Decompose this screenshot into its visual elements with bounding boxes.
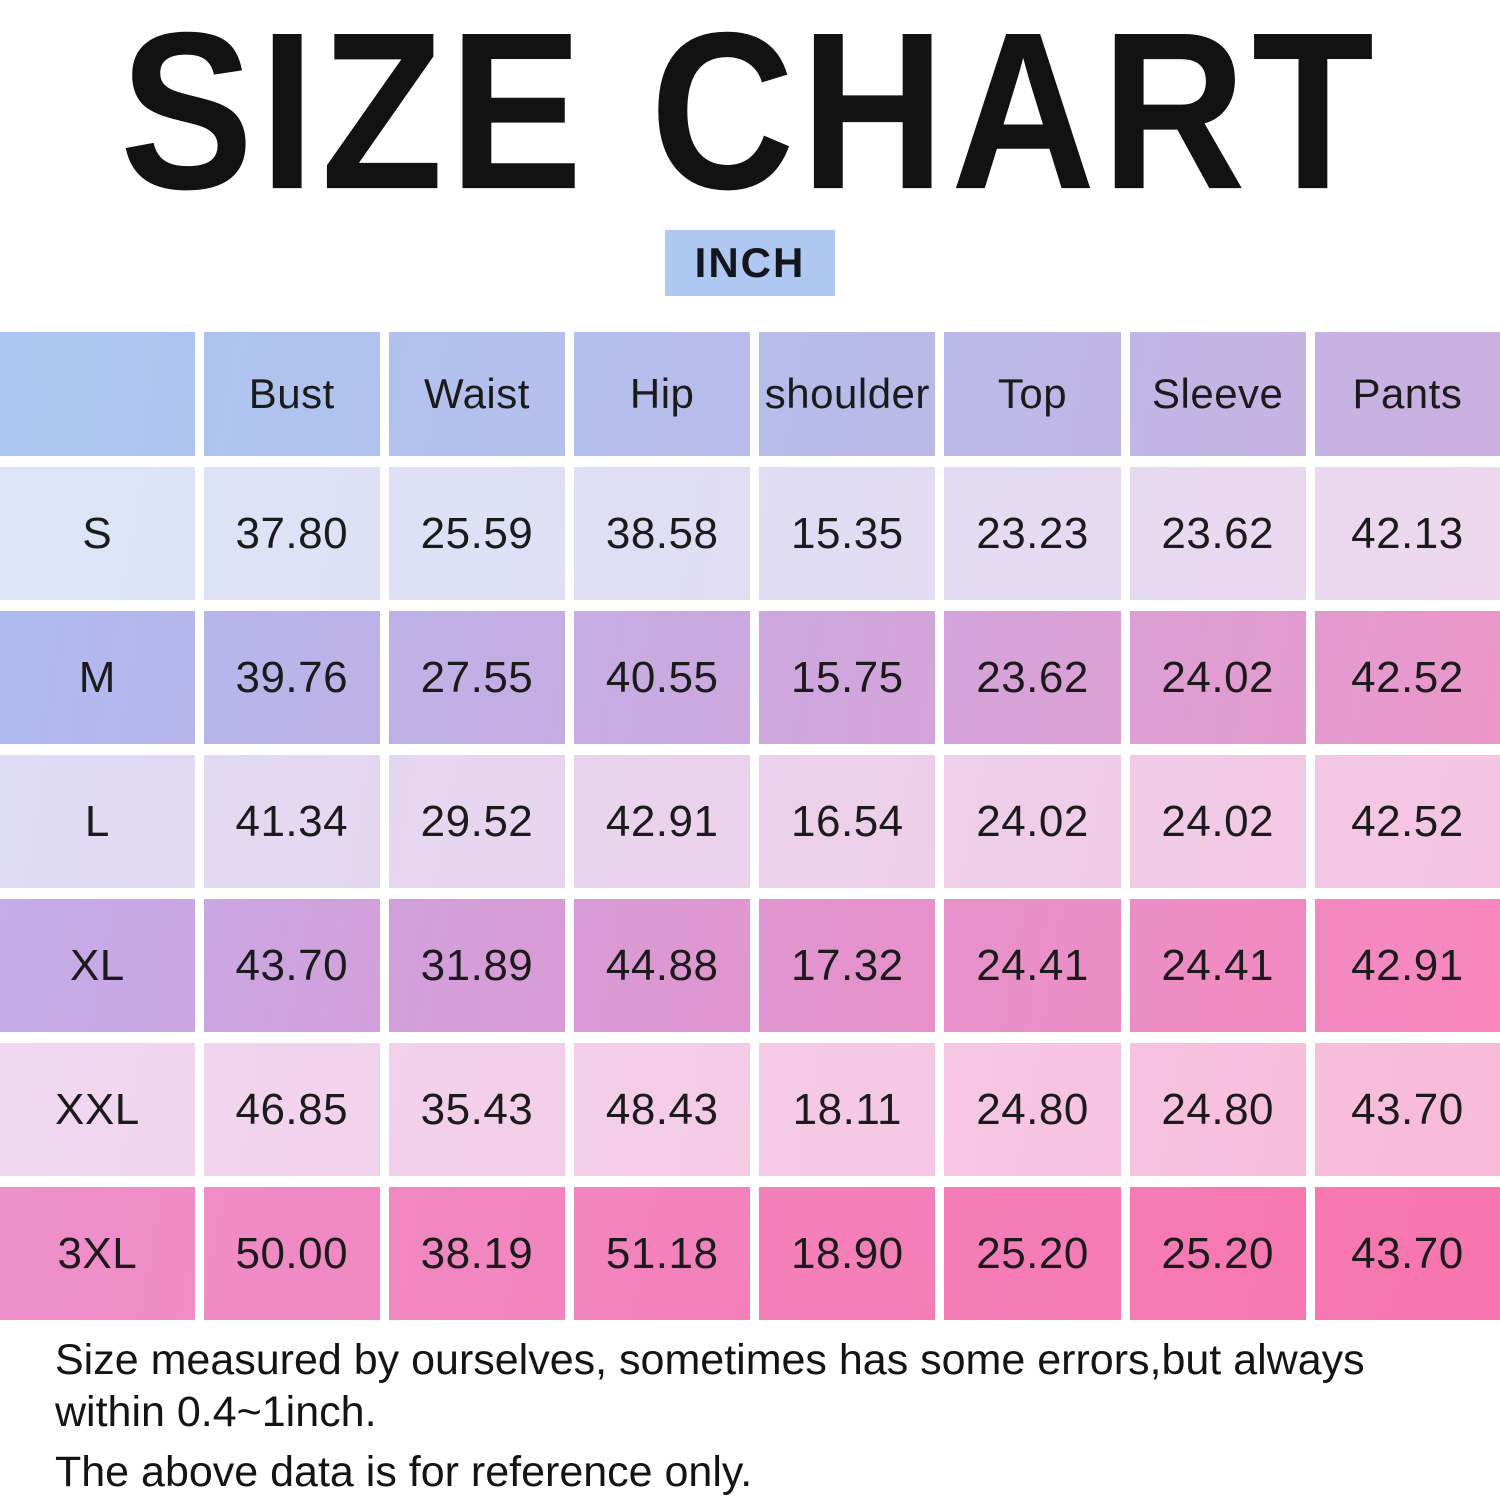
value-cell: 15.35 <box>759 467 945 600</box>
column-header: Hip <box>574 332 760 456</box>
value-cell: 51.18 <box>574 1187 760 1320</box>
size-label-cell: M <box>0 611 204 744</box>
value-cell: 43.70 <box>204 899 389 1032</box>
value-cell: 42.13 <box>1351 508 1464 558</box>
value-cell: 31.89 <box>389 899 575 1032</box>
value-cell: 17.32 <box>759 899 945 1032</box>
value-cell: 18.11 <box>759 1043 945 1176</box>
unit-badge: INCH <box>664 230 836 296</box>
value-cell: 38.19 <box>389 1187 575 1320</box>
value-cell: 18.90 <box>759 1187 945 1320</box>
value-cell: 29.52 <box>389 755 575 888</box>
value-cell: 42.52 <box>1351 652 1464 702</box>
value-cell: 39.76 <box>204 611 389 744</box>
size-label-cell: 3XL <box>0 1187 204 1320</box>
column-header: Waist <box>389 332 575 456</box>
value-cell: 24.41 <box>1130 899 1315 1032</box>
value-cell: 24.02 <box>1130 611 1315 744</box>
unit-badge-row: INCH <box>0 230 1500 296</box>
value-cell: 48.43 <box>574 1043 760 1176</box>
value-cell: 44.88 <box>574 899 760 1032</box>
size-row-S: S 37.80 25.59 38.58 15.35 23.23 23.62 42.13 <box>0 467 1500 600</box>
page-title: SIZE CHART <box>120 0 1380 237</box>
size-row-L: L 41.34 29.52 42.91 16.54 24.02 24.02 42.52 <box>0 755 1500 888</box>
value-cell: 43.70 <box>1351 1084 1464 1134</box>
value-cell: 23.62 <box>1130 467 1315 600</box>
notes: Size measured by ourselves, sometimes ha… <box>55 1334 1440 1498</box>
size-table: Bust Waist Hip shoulder Top Sleeve Pants S 37.80… <box>0 332 1500 1320</box>
value-cell: 42.52 <box>1351 796 1464 846</box>
size-row-XXL: XXL 46.85 35.43 48.43 18.11 24.80 24.80 43.70 <box>0 1043 1500 1176</box>
column-header: Bust <box>204 332 389 456</box>
note-measurement-disclaimer: Size measured by ourselves, sometimes ha… <box>55 1336 1365 1436</box>
size-row-3XL: 3XL 50.00 38.19 51.18 18.90 25.20 25.20 43.70 <box>0 1187 1500 1320</box>
value-cell: 24.80 <box>1130 1043 1315 1176</box>
size-row-XL: XL 43.70 31.89 44.88 17.32 24.41 24.41 42.91 <box>0 899 1500 1032</box>
value-cell: 25.20 <box>944 1187 1130 1320</box>
corner-cell <box>0 332 204 456</box>
value-cell: 16.54 <box>759 755 945 888</box>
value-cell: 42.91 <box>574 755 760 888</box>
value-cell: 24.02 <box>1130 755 1315 888</box>
size-label-cell: L <box>0 755 204 888</box>
value-cell: 50.00 <box>204 1187 389 1320</box>
column-header: shoulder <box>759 332 945 456</box>
size-row-M: M 39.76 27.55 40.55 15.75 23.62 24.02 42.52 <box>0 611 1500 744</box>
column-header: Sleeve <box>1130 332 1315 456</box>
value-cell: 24.02 <box>944 755 1130 888</box>
column-header: Top <box>944 332 1130 456</box>
value-cell: 37.80 <box>204 467 389 600</box>
value-cell: 23.62 <box>944 611 1130 744</box>
note-reference-only: The above data is for reference only. <box>55 1448 753 1496</box>
size-label-cell: XXL <box>0 1043 204 1176</box>
value-cell: 46.85 <box>204 1043 389 1176</box>
column-header: Pants <box>1352 370 1463 417</box>
value-cell: 15.75 <box>759 611 945 744</box>
value-cell: 25.20 <box>1130 1187 1315 1320</box>
value-cell: 42.91 <box>1351 940 1464 990</box>
header-row: Bust Waist Hip shoulder Top Sleeve Pants <box>0 332 1500 456</box>
value-cell: 27.55 <box>389 611 575 744</box>
value-cell: 24.80 <box>944 1043 1130 1176</box>
value-cell: 38.58 <box>574 467 760 600</box>
value-cell: 43.70 <box>1351 1228 1464 1278</box>
value-cell: 35.43 <box>389 1043 575 1176</box>
value-cell: 24.41 <box>944 899 1130 1032</box>
value-cell: 41.34 <box>204 755 389 888</box>
value-cell: 40.55 <box>574 611 760 744</box>
size-label-cell: XL <box>0 899 204 1032</box>
size-label-cell: S <box>0 467 204 600</box>
value-cell: 25.59 <box>389 467 575 600</box>
value-cell: 23.23 <box>944 467 1130 600</box>
